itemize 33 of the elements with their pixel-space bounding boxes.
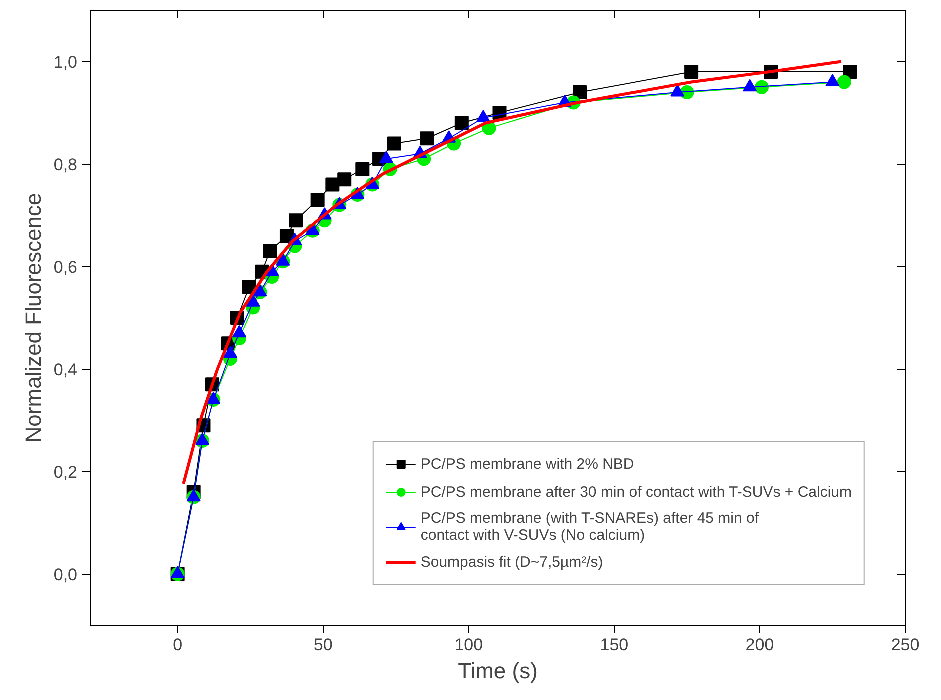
- point: [387, 136, 402, 151]
- point: [356, 162, 370, 176]
- y-tick-label: 0,0: [54, 565, 78, 584]
- point: [310, 193, 325, 208]
- y-tick-label: 1,0: [54, 52, 78, 72]
- point: [454, 116, 469, 130]
- x-tick-label: 150: [600, 636, 629, 654]
- point: [288, 214, 303, 228]
- point: [573, 86, 588, 100]
- x-tick-label: 200: [746, 636, 774, 654]
- y-tick-label: 0,2: [54, 462, 78, 482]
- line-series: [182, 60, 843, 486]
- x-tick-label: 250: [891, 636, 920, 654]
- point: [684, 65, 699, 79]
- x-tick-label: 0: [173, 636, 183, 654]
- legend-label: PC/PS membrane with 2% NBD: [420, 456, 634, 472]
- point: [420, 132, 434, 146]
- point: [837, 75, 852, 90]
- legend-label: PC/PS membrane (with T-SNAREs) after 45 min of contact with V-SUVs (No calcium): [420, 510, 760, 544]
- point: [280, 229, 294, 243]
- point: [338, 172, 352, 187]
- point: [263, 244, 278, 258]
- point: [843, 65, 858, 79]
- y-tick-label: 0,8: [54, 155, 78, 174]
- y-tick-label: 0,6: [54, 258, 78, 277]
- legend-label: Soumpasis fit (D~7,5µm²/s): [420, 554, 604, 570]
- y-tick-label: 0,4: [54, 360, 78, 380]
- x-tick-label: 100: [454, 636, 484, 654]
- point: [326, 178, 340, 192]
- legend-label: PC/PS membrane after 30 min of contact with T-SUVs + Calcium: [420, 484, 852, 500]
- y-axis-title: Normalized Fluorescence: [20, 193, 46, 443]
- x-axis-title: Time (s): [458, 658, 538, 684]
- x-tick-label: 50: [314, 636, 333, 654]
